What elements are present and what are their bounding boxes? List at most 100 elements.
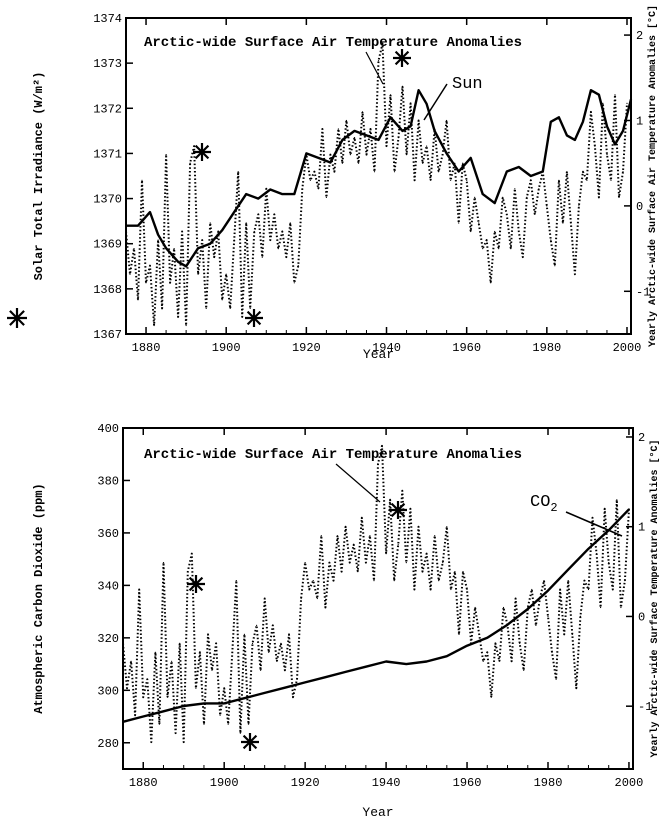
data-point <box>430 588 432 591</box>
data-point <box>177 316 179 318</box>
data-point <box>173 248 175 250</box>
series-line-temperature <box>125 42 628 327</box>
data-point <box>426 103 428 105</box>
data-point <box>426 145 428 147</box>
data-point <box>482 193 484 195</box>
data-point <box>122 642 124 645</box>
data-point <box>137 225 139 227</box>
x-tick-label: 1980 <box>532 341 561 355</box>
data-point <box>438 171 440 173</box>
data-point <box>229 307 231 309</box>
data-point <box>201 239 203 241</box>
data-point <box>582 171 584 173</box>
data-point <box>518 230 520 233</box>
y-right-tick-label: 1 <box>636 114 643 128</box>
data-point <box>515 597 517 600</box>
data-point <box>341 571 343 573</box>
y-tick-label: 1373 <box>93 57 122 71</box>
data-point <box>539 597 541 600</box>
data-point <box>426 553 428 555</box>
data-point <box>574 139 576 141</box>
data-point <box>153 324 155 327</box>
data-point <box>349 154 351 156</box>
y-tick-label: 1374 <box>93 12 122 26</box>
data-point <box>446 655 448 657</box>
data-point <box>239 732 241 734</box>
data-point <box>591 517 594 519</box>
data-point <box>365 134 368 136</box>
asterisk-markers <box>7 308 27 328</box>
plot-frame <box>122 427 634 770</box>
data-point <box>518 166 520 168</box>
y-right-tick-label: -1 <box>636 285 650 299</box>
data-point <box>530 179 532 181</box>
data-point <box>413 588 415 591</box>
data-point <box>502 196 504 198</box>
y-tick-label: 1367 <box>93 328 122 342</box>
data-point <box>308 588 310 591</box>
data-point <box>197 273 199 275</box>
data-point <box>324 606 326 609</box>
data-point <box>260 669 262 671</box>
data-point <box>510 248 512 250</box>
data-point <box>486 637 488 639</box>
data-point <box>546 205 548 207</box>
x-tick-label: 1920 <box>292 341 321 355</box>
data-point <box>385 553 387 555</box>
data-point <box>221 299 223 301</box>
data-point <box>203 723 205 725</box>
data-point <box>142 715 144 718</box>
data-point <box>462 162 464 164</box>
data-point <box>490 696 492 698</box>
data-point <box>361 111 364 113</box>
data-point <box>142 696 144 698</box>
data-point <box>189 162 191 164</box>
data-point <box>526 196 528 198</box>
data-point <box>158 723 160 725</box>
data-point <box>458 222 460 224</box>
series-points-1 <box>122 445 630 743</box>
y-tick-label: 1368 <box>93 283 122 297</box>
data-point <box>531 588 533 591</box>
data-point <box>466 179 468 181</box>
data-point <box>535 624 537 627</box>
chart-title: Arctic-wide Surface Air Temperature Anom… <box>144 447 522 463</box>
data-point <box>446 119 448 122</box>
data-point <box>361 517 363 519</box>
asterisk-marker <box>393 49 411 67</box>
x-tick-label: 1920 <box>291 776 320 790</box>
data-point <box>620 606 622 609</box>
data-point <box>269 188 271 191</box>
data-point <box>177 261 179 263</box>
data-point <box>490 282 492 284</box>
data-point <box>257 213 259 215</box>
y-right-tick-label: 1 <box>638 521 645 535</box>
data-point <box>377 139 380 141</box>
data-point <box>157 239 159 241</box>
data-point <box>265 188 267 190</box>
data-point <box>247 723 250 725</box>
data-point <box>195 687 197 689</box>
data-point <box>405 562 407 564</box>
x-tick-label: 1980 <box>534 776 563 790</box>
data-point <box>321 128 323 130</box>
data-point <box>253 230 255 233</box>
y-axis-label: Solar Total Irradiance (W/m²) <box>32 72 46 281</box>
y-tick-label: 1371 <box>93 147 122 161</box>
chart-solar-irradiance: 1880 1900 1920 1940 1960 1980 2000 1367 1368 1369… <box>32 5 659 362</box>
data-point <box>169 282 171 284</box>
data-point <box>223 687 225 689</box>
data-point <box>165 247 167 249</box>
data-point <box>587 588 590 591</box>
data-point <box>558 116 560 118</box>
data-point <box>551 651 553 653</box>
data-point <box>498 248 500 250</box>
y-right-axis-label: Yearly Arctic-wide Surface Temperature A… <box>649 439 661 757</box>
data-point <box>418 89 420 91</box>
asterisk-stroke <box>188 576 204 592</box>
data-point <box>199 651 201 653</box>
data-point <box>289 222 291 224</box>
data-point <box>373 171 376 173</box>
data-point <box>225 273 227 275</box>
data-point <box>442 154 444 156</box>
